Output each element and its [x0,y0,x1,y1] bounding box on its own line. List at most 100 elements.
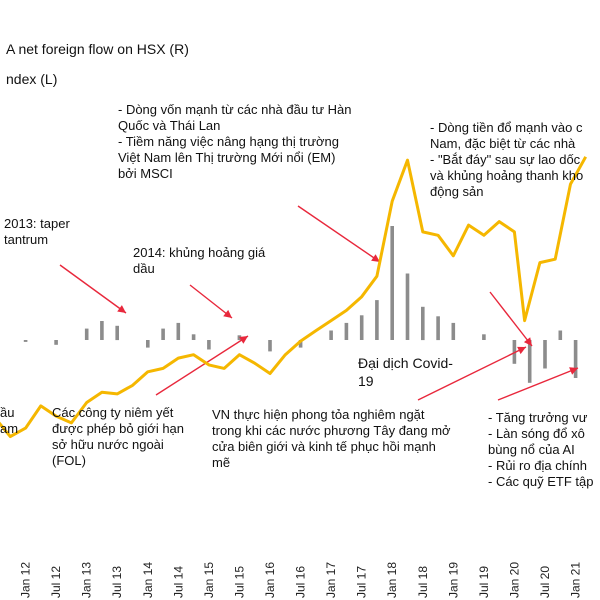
annotation-line: - Dòng tiền đổ mạnh vào c [430,120,583,135]
flow-bar [344,322,349,340]
flow-bar [237,335,242,341]
annotation-covid: Đại dịch Covid- 19 [358,354,453,390]
x-tick-label: Jan 17 [324,562,338,598]
x-tick-label: Jan 21 [569,562,583,598]
x-tick-label: Jul 16 [294,566,308,598]
annotation-arrow [489,291,533,347]
x-tick-label: Jul 15 [232,566,246,598]
annotation-line: VN thực hiện phong tỏa nghiêm ngặt [212,407,425,422]
flow-bar [359,315,364,340]
annotation-line: - Làn sóng đổ xô [488,426,585,441]
flow-bar [421,306,425,341]
flow-bar [23,340,28,342]
x-tick-label: Jan 15 [202,562,216,598]
annotation-line: và khủng hoảng thanh kho [430,168,584,183]
x-tick-label: Jul 13 [110,566,124,598]
x-tick-label: Jul 20 [538,566,552,598]
flow-bar [146,340,150,348]
flow-bar [329,330,333,340]
annotation-strong-inflows: - Dòng tiền đổ mạnh vào c Nam, đặc biệt … [430,120,583,200]
bar-series-net-foreign-flow [23,226,578,383]
annotation-line: 19 [358,373,374,389]
annotation-arrows [59,205,579,401]
annotation-taper-tantrum: 2013: taper tantrum [4,216,70,248]
flow-bar [405,273,410,340]
x-axis-ticks: Jan 12 Jul 12 Jan 13 Jul 13 Jan 14 Jul 14 Jan … [19,562,583,598]
legend-index: ndex (L) [6,71,58,87]
annotation-line: Việt Nam lên Thị trường Mới nổi (EM) [118,150,336,165]
annotation-arrowhead [569,367,578,375]
annotation-line: bùng nổ của AI [488,442,575,457]
flow-bar [268,340,272,352]
annotation-line: mẽ [212,455,231,470]
annotation-growth-ai: - Tăng trưởng vư - Làn sóng đổ xô bùng n… [488,410,593,490]
flow-bar [375,300,379,340]
flow-bar [573,340,578,378]
annotation-line: cửa biên giới và kinh tế phục hồi mạnh [212,439,436,454]
flow-bar [436,316,440,341]
annotation-arrowhead [223,309,232,318]
annotation-line: - Dòng vốn mạnh từ các nhà đầu tư Hàn [118,102,352,117]
annotation-line: tantrum [4,232,49,247]
x-tick-label: Jan 12 [19,562,33,598]
flow-bar [176,322,181,340]
x-tick-label: Jul 12 [49,566,63,598]
annotation-arrow [417,346,527,401]
annotation-line: - "Bắt đáy" sau sự lao dốc [430,152,581,167]
legend-net-foreign-flow: A net foreign flow on HSX (R) [6,41,189,57]
flow-bar [115,325,119,341]
annotation-line: ầu [0,405,15,420]
annotation-line: trong khi các nước phương Tây đang mở [212,423,451,438]
annotation-arrowhead [117,305,126,313]
flow-bar [161,328,165,340]
annotation-line: Các công ty niêm yết [52,405,174,420]
flow-bar [100,321,104,340]
annotation-line: Quốc và Thái Lan [118,118,221,133]
annotation-arrow [297,205,381,263]
annotation-line: 2013: taper [4,216,70,231]
annotation-arrow [59,264,127,314]
annotation-oil-crisis: 2014: khủng hoảng giá dầu [133,245,265,277]
x-tick-label: Jan 20 [507,562,521,598]
annotation-line: am [0,421,19,436]
flow-bar [84,328,89,340]
x-tick-label: Jul 14 [171,566,185,598]
annotation-line: 2014: khủng hoảng giá [133,245,266,260]
annotation-arrowhead [239,336,248,344]
line-series-index [0,156,588,439]
annotation-fol: Các công ty niêm yết được phép bỏ giới h… [52,405,184,469]
x-tick-label: Jul 18 [416,566,430,598]
annotation-line: (FOL) [52,453,86,468]
annotation-cut-left: ầu am [0,405,18,437]
x-tick-label: Jul 19 [477,566,491,598]
annotation-line: động sản [430,184,484,199]
annotation-arrow [497,367,579,401]
flow-bar [54,340,58,345]
annotation-korea-thai-flows: - Dòng vốn mạnh từ các nhà đầu tư Hàn Qu… [118,102,351,182]
annotation-line: sở hữu nước ngoài [52,437,164,452]
flow-bar [543,340,547,369]
flow-bar [298,340,303,348]
x-tick-label: Jul 17 [355,566,369,598]
x-tick-label: Jan 18 [385,562,399,598]
annotation-line: bởi MSCI [118,166,173,181]
annotation-lockdown: VN thực hiện phong tỏa nghiêm ngặt trong… [212,407,451,471]
annotation-line: dầu [133,261,155,276]
x-tick-label: Jan 13 [80,562,94,598]
annotation-arrow [189,284,233,319]
annotation-line: - Các quỹ ETF tập [488,474,594,489]
flow-bar [527,340,532,383]
x-tick-label: Jan 14 [141,562,155,598]
annotation-line: - Tiềm năng việc nâng hạng thị trường [118,134,340,149]
flow-bar [191,334,196,340]
x-tick-label: Jan 19 [446,562,460,598]
annotation-line: - Rủi ro địa chính [488,458,587,473]
annotation-arrow [155,335,249,396]
flow-bar [207,340,211,350]
x-tick-label: Jan 16 [263,562,277,598]
flow-bar [482,334,486,340]
flow-bar [512,340,517,364]
annotation-line: Nam, đặc biệt từ các nhà [430,136,576,151]
annotation-arrowhead [523,337,532,346]
